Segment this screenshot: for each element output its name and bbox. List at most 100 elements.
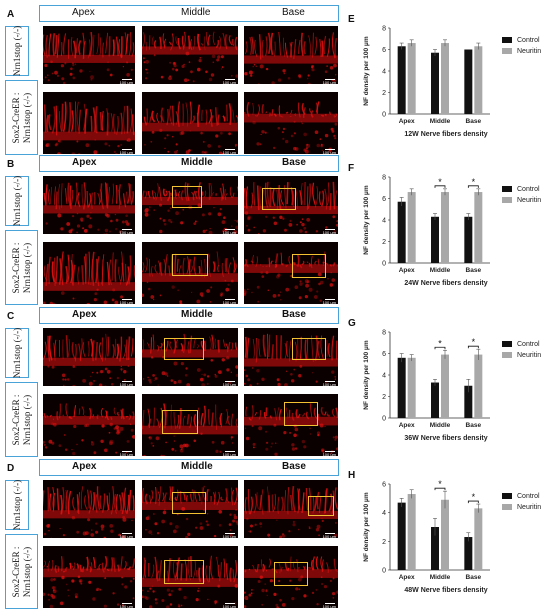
roi-box	[162, 410, 198, 434]
chart-letter: G	[348, 318, 356, 329]
cell-dot	[71, 579, 74, 582]
x-tick-label: Base	[466, 267, 482, 274]
cell-dot	[300, 280, 302, 282]
cell-dot	[171, 448, 174, 451]
micro-image-c-r1-c2: 100 μm	[244, 394, 338, 456]
cell-dot	[291, 135, 294, 138]
nerve-fiber	[109, 260, 111, 285]
micro-image-c-r1-c1: 100 μm	[142, 394, 238, 456]
cell-dot	[236, 520, 238, 523]
nerve-fiber	[46, 184, 47, 205]
nerve-fiber	[106, 33, 108, 54]
nerve-fiber	[230, 187, 232, 198]
cell-dot	[325, 70, 328, 73]
cell-dot	[52, 586, 55, 589]
micro-image-b-r1-c0: 100 μm	[43, 242, 135, 304]
nerve-fiber	[103, 494, 105, 513]
bar-neuritin	[474, 355, 482, 418]
cell-dot	[44, 444, 46, 446]
cell-dot	[206, 230, 208, 232]
cell-dot	[245, 428, 246, 429]
cell-dot	[152, 445, 154, 447]
cell-dot	[293, 369, 295, 371]
cell-dot	[95, 523, 97, 525]
nerve-fiber	[266, 112, 267, 113]
cell-dot	[109, 377, 111, 379]
nerve-fiber	[223, 340, 225, 348]
cell-dot	[96, 372, 98, 374]
cell-dot	[266, 442, 268, 444]
cell-dot	[148, 530, 152, 534]
roi-box	[164, 560, 204, 584]
cell-dot	[126, 73, 130, 77]
cell-dot	[215, 450, 218, 453]
nerve-fiber	[168, 191, 170, 201]
nerve-fiber	[79, 110, 80, 134]
y-axis-label: NF density per 100 μm	[363, 492, 370, 562]
micro-image-b-r0-c2: 100 μm	[244, 176, 338, 234]
nerve-fiber	[330, 112, 331, 115]
cell-dot	[90, 75, 94, 79]
bar-neuritin	[441, 500, 449, 570]
cell-dot	[57, 214, 61, 218]
cell-dot	[77, 224, 80, 227]
nerve-fiber	[282, 264, 284, 265]
cell-dot	[93, 380, 95, 382]
nerve-fiber	[275, 264, 276, 268]
nerve-fiber	[253, 103, 254, 115]
cell-dot	[190, 70, 193, 73]
nerve-fiber	[260, 186, 261, 209]
cell-dot	[299, 296, 302, 299]
nerve-fiber	[293, 486, 295, 512]
nerve-fiber	[131, 191, 133, 204]
cell-dot	[291, 443, 294, 446]
nerve-fiber	[227, 105, 228, 122]
cell-dot	[125, 214, 128, 217]
cell-dot	[292, 447, 295, 450]
cell-dot	[184, 78, 188, 82]
cell-dot	[104, 301, 108, 305]
cell-dot	[236, 220, 238, 223]
cell-dot	[218, 145, 221, 148]
cell-dot	[109, 231, 111, 233]
cell-dot	[252, 425, 254, 427]
cell-dot	[214, 535, 216, 537]
nerve-fiber	[87, 557, 88, 571]
nerve-fiber	[68, 255, 69, 282]
cell-dot	[88, 224, 92, 228]
cell-dot	[303, 594, 306, 597]
cell-dot	[155, 598, 157, 600]
cell-dot	[178, 588, 181, 591]
cell-dot	[218, 370, 222, 374]
cell-dot	[267, 534, 270, 537]
bar-neuritin	[441, 43, 449, 114]
cell-dot	[154, 209, 155, 210]
nerve-fiber	[150, 117, 151, 123]
nerve-fiber	[94, 557, 96, 568]
cell-dot	[115, 214, 116, 215]
nerve-fiber	[247, 102, 249, 116]
cell-dot	[72, 64, 74, 66]
cell-dot	[149, 605, 152, 608]
cell-dot	[145, 69, 146, 70]
nerve-fiber	[128, 183, 130, 203]
cell-dot	[123, 370, 126, 373]
scale-bar-label: 100 μm	[223, 80, 236, 84]
cell-dot	[169, 62, 171, 64]
nerve-fiber	[47, 115, 48, 132]
chart-letter: H	[348, 470, 355, 481]
nerve-fiber	[201, 413, 203, 425]
roi-box	[172, 186, 202, 208]
cell-dot	[177, 289, 179, 291]
cell-dot	[145, 77, 147, 79]
cell-dot	[274, 222, 278, 226]
stain-group	[142, 32, 238, 83]
cell-dot	[108, 145, 110, 147]
cell-dot	[231, 225, 233, 227]
cell-dot	[50, 594, 53, 597]
cell-dot	[279, 536, 282, 538]
nerve-fiber	[223, 33, 225, 46]
cell-dot	[195, 527, 197, 529]
